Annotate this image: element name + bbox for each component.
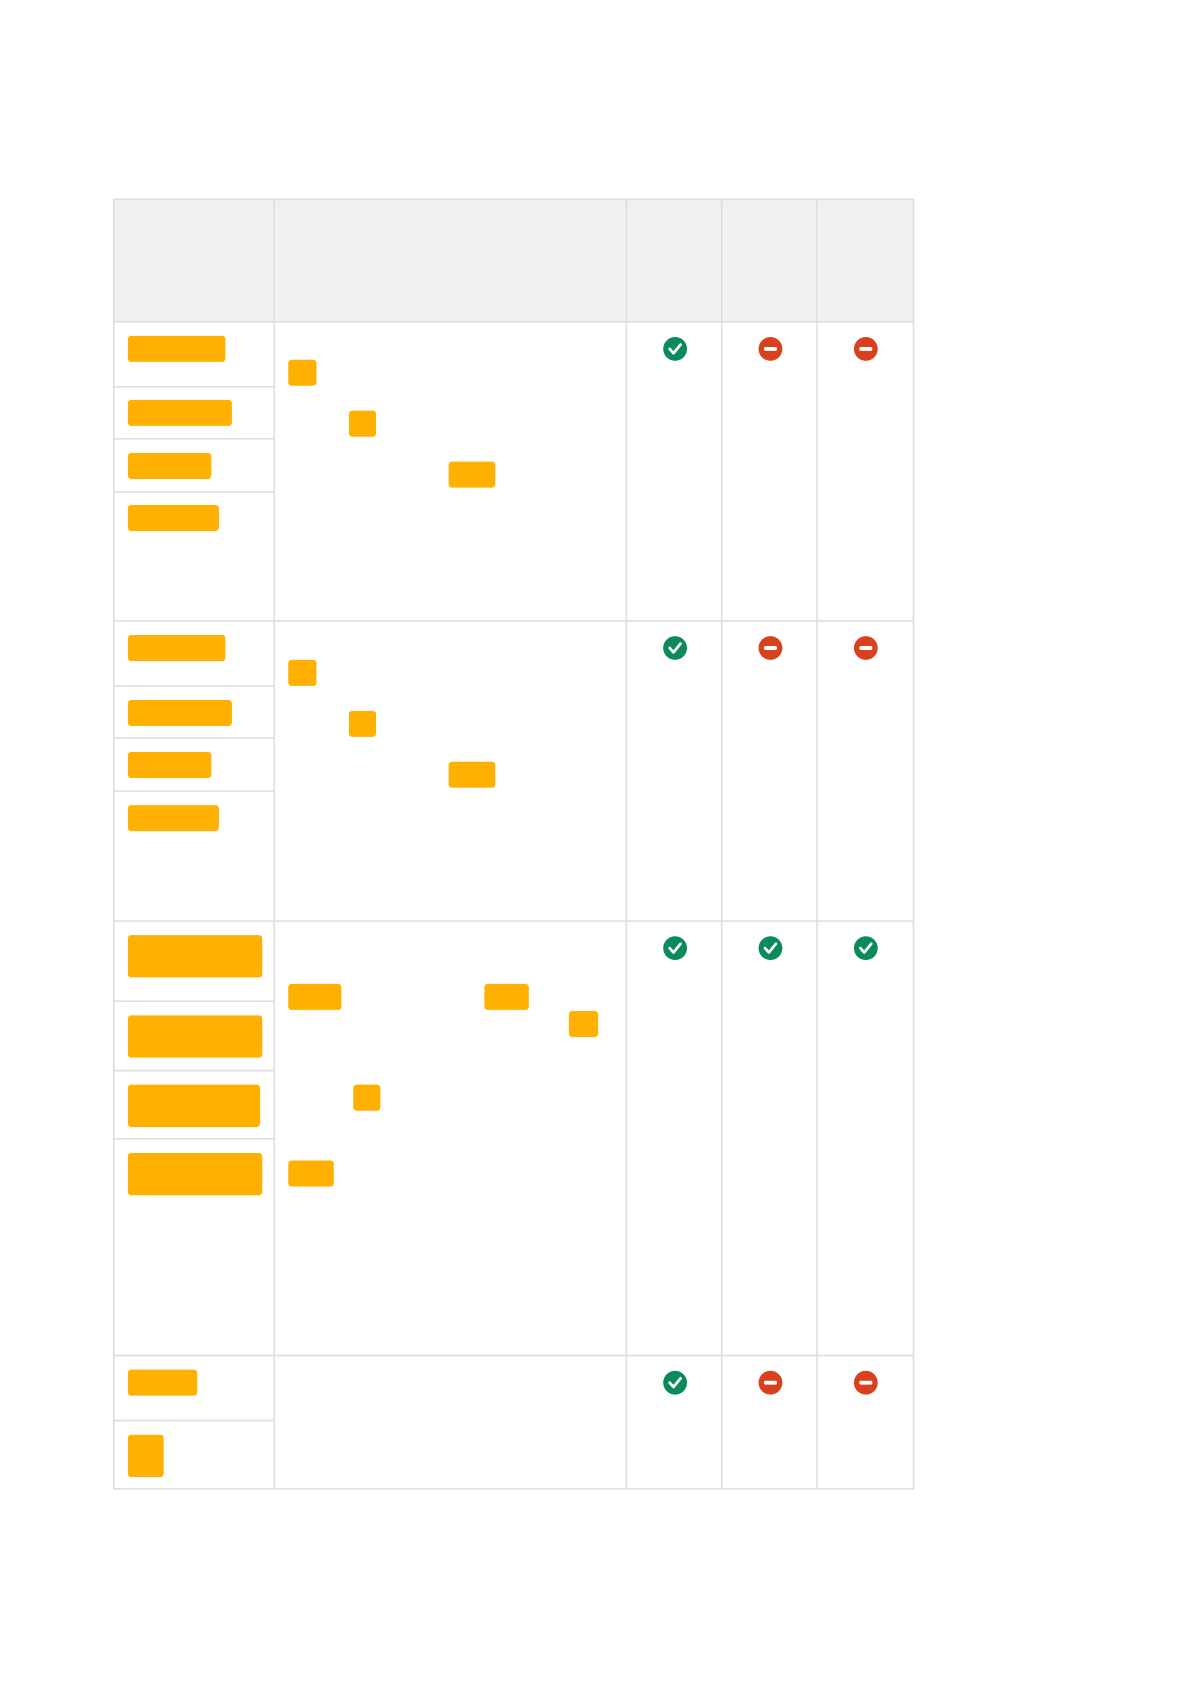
header-row xyxy=(113,199,914,322)
status-icons xyxy=(661,335,880,1396)
redacted-text xyxy=(127,335,599,1477)
grid xyxy=(112,198,915,1490)
